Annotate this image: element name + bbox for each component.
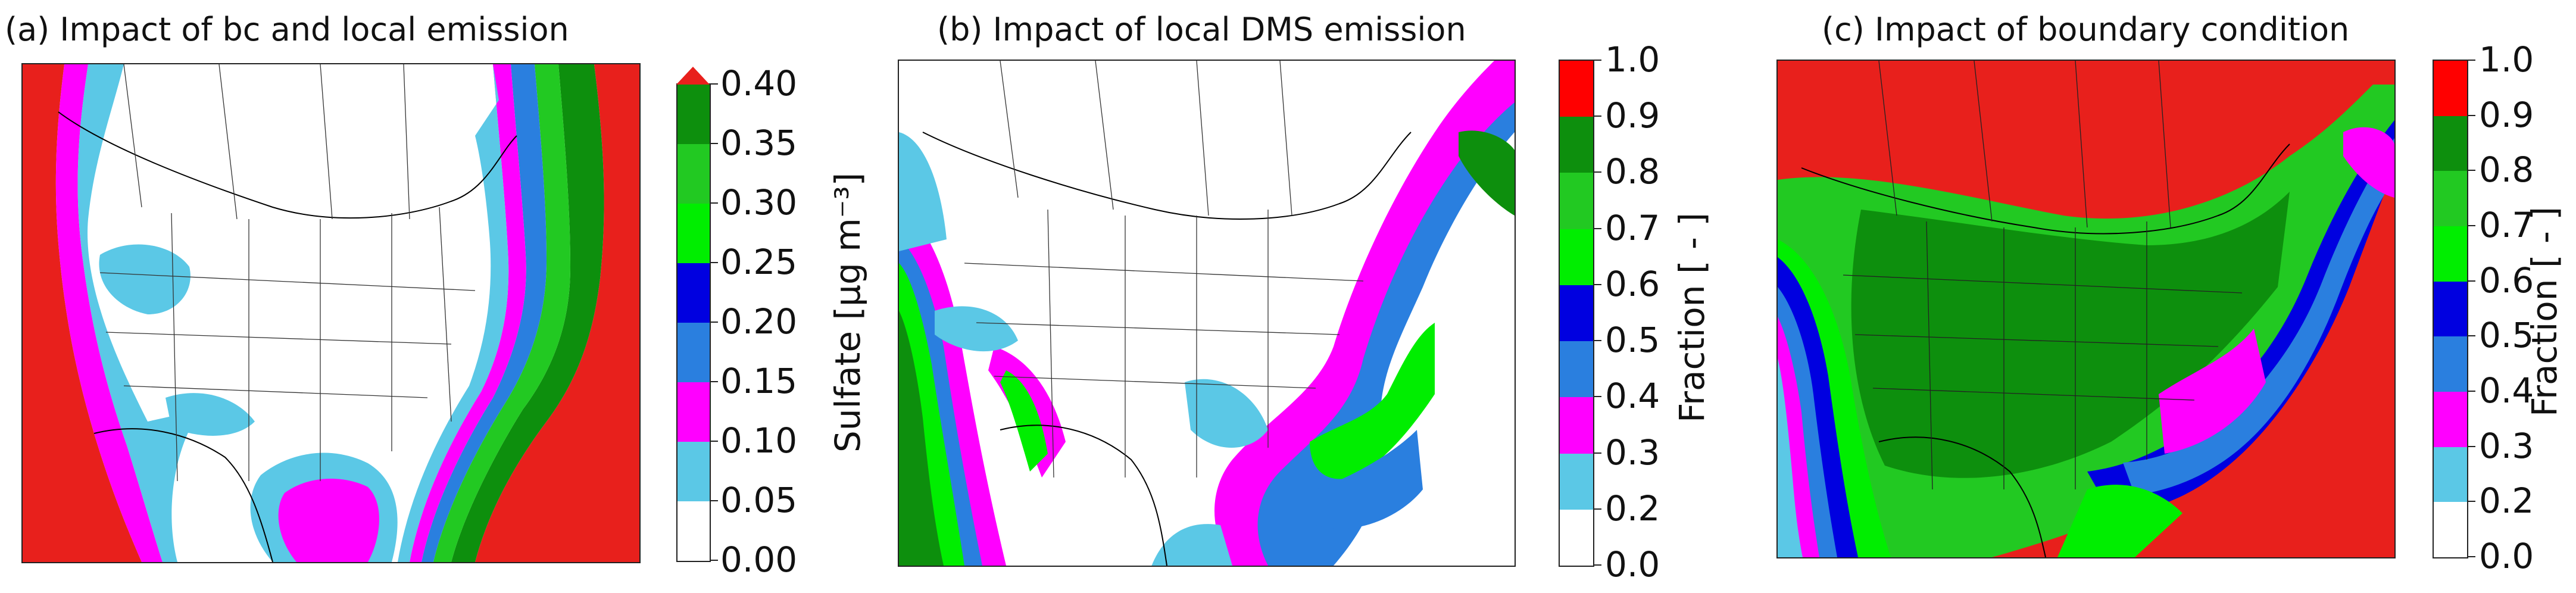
colorbar-segment (1560, 61, 1593, 117)
colorbar-segment (1560, 509, 1593, 566)
colorbar-tick-mark (710, 143, 718, 144)
colorbar-tick-label: 0.8 (2479, 149, 2534, 191)
colorbar-tick-mark (1593, 283, 1601, 285)
colorbar-segment (2434, 336, 2467, 392)
colorbar-tick-label: 0.3 (2479, 425, 2534, 466)
colorbar-tick-mark (1593, 508, 1601, 510)
colorbar-tick-label: 0.2 (1605, 488, 1660, 529)
colorbar-tick-mark (710, 83, 718, 85)
colorbar-segment (677, 85, 710, 144)
colorbar-segment (2434, 171, 2467, 226)
panel-c-title: (c) Impact of boundary condition (1822, 11, 2350, 48)
colorbar-segment (2434, 392, 2467, 447)
panel-a-colorbar (676, 83, 711, 562)
colorbar-segment (677, 501, 710, 561)
colorbar-tick-label: 0.35 (720, 123, 798, 163)
colorbar-tick-label: 0.30 (720, 182, 798, 223)
colorbar-tick-label: 0.25 (720, 242, 798, 282)
colorbar-tick-mark (2467, 280, 2475, 282)
colorbar-segment (677, 323, 710, 382)
colorbar-segment (1560, 173, 1593, 229)
colorbar-segment (1560, 285, 1593, 342)
panel-b-colorbar-label: Fraction [ - ] (1672, 212, 1712, 423)
colorbar-tick-label: 0.20 (720, 301, 798, 342)
panel-b-map (898, 60, 1516, 567)
colorbar-tick-mark (710, 262, 718, 263)
colorbar-tick-mark (2467, 170, 2475, 171)
panel-b-colorbar (1559, 60, 1594, 567)
colorbar-tick-label: 0.9 (1605, 95, 1660, 136)
colorbar-tick-label: 0.00 (720, 539, 798, 580)
colorbar-tick-label: 0.4 (1605, 376, 1660, 417)
colorbar-tick-label: 0.7 (2479, 205, 2534, 245)
colorbar-segment (677, 263, 710, 323)
colorbar-tick-label: 0.5 (1605, 320, 1660, 361)
colorbar-segment (1560, 229, 1593, 285)
colorbar-tick-label: 0.0 (2479, 536, 2534, 576)
colorbar-tick-mark (1593, 396, 1601, 398)
colorbar-tick-label: 0.40 (720, 63, 798, 104)
colorbar-tick-label: 0.6 (1605, 263, 1660, 304)
colorbar-segment (677, 144, 710, 204)
colorbar-segment (2434, 61, 2467, 116)
colorbar-segment (2434, 447, 2467, 503)
colorbar-tick-mark (2467, 60, 2475, 61)
colorbar-tick-label: 0.0 (1605, 544, 1660, 585)
colorbar-segment (2434, 226, 2467, 282)
colorbar-tick-mark (710, 202, 718, 204)
colorbar-tick-label: 0.10 (720, 420, 798, 461)
colorbar-tick-mark (710, 441, 718, 442)
colorbar-segment (677, 204, 710, 263)
colorbar-tick-label: 0.05 (720, 480, 798, 520)
panel-a-map (21, 63, 641, 563)
colorbar-tick-mark (2467, 225, 2475, 226)
panel-c-colorbar (2433, 60, 2468, 558)
colorbar-tick-mark (1593, 227, 1601, 229)
colorbar-tick-mark (1593, 116, 1601, 117)
colorbar-tick-mark (710, 322, 718, 323)
colorbar-segment (2434, 502, 2467, 557)
colorbar-segment (2434, 281, 2467, 337)
colorbar-tick-label: 1.0 (2479, 39, 2534, 80)
colorbar-tick-mark (2467, 501, 2475, 503)
colorbar-tick-label: 0.2 (2479, 480, 2534, 522)
colorbar-segment (1560, 453, 1593, 510)
colorbar-tick-mark (2467, 335, 2475, 337)
colorbar-tick-label: 0.4 (2479, 370, 2534, 411)
colorbar-tick-label: 0.5 (2479, 315, 2534, 356)
colorbar-segment (1560, 397, 1593, 454)
colorbar-tick-label: 0.9 (2479, 94, 2534, 135)
colorbar-tick-label: 0.15 (720, 361, 798, 401)
colorbar-tick-mark (1593, 171, 1601, 173)
panel-c-map (1776, 60, 2396, 558)
colorbar-tick-mark (1593, 60, 1601, 61)
colorbar-segment (2434, 116, 2467, 171)
colorbar-tick-mark (2467, 391, 2475, 392)
colorbar-tick-mark (710, 381, 718, 382)
panel-a-colorbar-label: Sulfate [μg m⁻³] (828, 172, 868, 452)
colorbar-tick-mark (710, 560, 718, 561)
colorbar-tick-label: 0.7 (1605, 207, 1660, 248)
colorbar-tick-mark (2467, 445, 2475, 447)
colorbar-tick-mark (1593, 452, 1601, 454)
colorbar-tick-mark (2467, 556, 2475, 557)
colorbar-segment (1560, 117, 1593, 173)
colorbar-segment (677, 442, 710, 501)
colorbar-segment (1560, 341, 1593, 398)
colorbar-tick-mark (710, 500, 718, 501)
panel-a-title: (a) Impact of bc and local emission (5, 11, 569, 48)
colorbar-tick-mark (2467, 114, 2475, 116)
colorbar-tick-mark (1593, 564, 1601, 566)
colorbar-tick-label: 0.3 (1605, 432, 1660, 473)
colorbar-tick-label: 0.6 (2479, 260, 2534, 301)
colorbar-tick-label: 1.0 (1605, 39, 1660, 80)
panel-a-colorbar-extend (676, 67, 710, 85)
colorbar-tick-label: 0.8 (1605, 151, 1660, 192)
panel-b-title: (b) Impact of local DMS emission (937, 11, 1466, 48)
colorbar-tick-mark (1593, 340, 1601, 342)
colorbar-segment (677, 382, 710, 442)
